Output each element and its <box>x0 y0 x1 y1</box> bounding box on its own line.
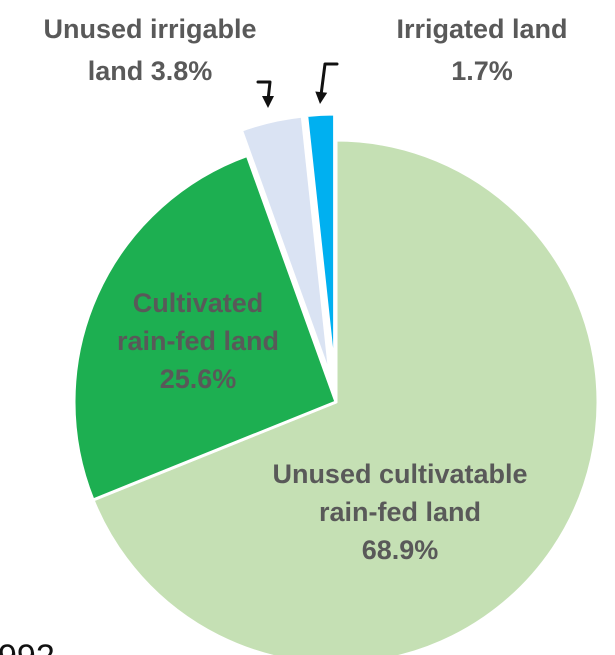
label-line: 68.9% <box>362 535 439 565</box>
label-line: rain-fed land <box>117 326 279 356</box>
label-unused-irrigable: Unused irrigable land 3.8% <box>43 14 256 86</box>
label-line: Cultivated <box>133 288 264 318</box>
leader-arrows <box>256 62 339 108</box>
slice-labels: Unused cultivatable rain-fed land 68.9% Cul… <box>43 14 567 565</box>
pie-slices <box>72 112 600 655</box>
label-line: Unused irrigable <box>43 14 256 44</box>
leader-irrigated-head <box>315 91 328 104</box>
label-unused-cultivatable: Unused cultivatable rain-fed land 68.9% <box>272 459 527 565</box>
slice-unused-cultivatable <box>91 138 600 655</box>
leader-unused-irrigable-line <box>256 80 272 102</box>
leader-unused-irrigable-head <box>262 96 274 108</box>
label-line: 25.6% <box>160 364 237 394</box>
label-line: rain-fed land <box>319 497 481 527</box>
label-line: Irrigated land <box>396 14 567 44</box>
label-line: 1.7% <box>451 56 513 86</box>
slice-irrigated <box>305 112 337 378</box>
leader-irrigated-line <box>319 62 339 97</box>
label-line: Unused cultivatable <box>272 459 527 489</box>
label-irrigated: Irrigated land 1.7% <box>396 14 567 86</box>
cropped-caption-text: 992 <box>0 638 55 655</box>
label-line: land 3.8% <box>88 56 213 86</box>
label-cultivated: Cultivated rain-fed land 25.6% <box>117 288 279 394</box>
slice-cultivated <box>72 153 338 502</box>
slice-unused-irrigable <box>239 114 332 379</box>
